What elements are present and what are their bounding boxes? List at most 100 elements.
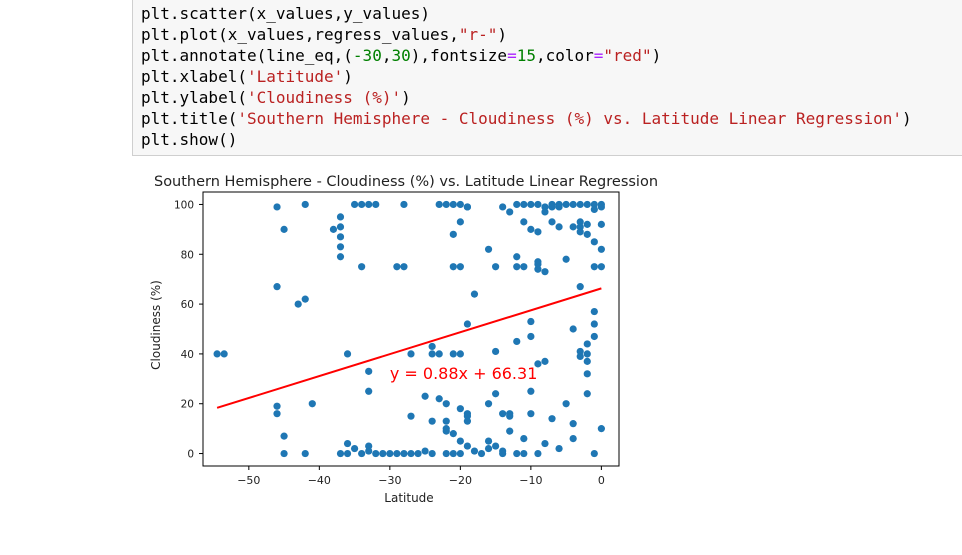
data-point [499, 410, 507, 418]
code-line: plt.title('Southern Hemisphere - Cloudin… [141, 109, 912, 128]
x-tick-label: 0 [598, 474, 605, 487]
data-point [527, 200, 535, 209]
data-point [449, 230, 457, 238]
data-point [576, 283, 584, 291]
data-point [273, 410, 281, 418]
data-point [350, 200, 359, 209]
y-tick-label: 60 [181, 299, 194, 311]
code-token: -30 [352, 46, 382, 65]
data-point [336, 223, 345, 231]
cell-output: Southern Hemisphere - Cloudiness (%) vs.… [132, 160, 962, 551]
x-tick-label: −10 [519, 474, 542, 487]
y-tick-label: 0 [187, 449, 194, 461]
data-point [520, 435, 528, 443]
data-point [583, 340, 591, 348]
data-point [456, 350, 464, 358]
data-point [463, 320, 472, 328]
code-token: ),fontsize [410, 46, 508, 65]
data-point [428, 449, 436, 458]
data-point [365, 447, 373, 455]
data-point [499, 203, 507, 211]
data-point [470, 447, 479, 455]
data-point [583, 220, 591, 228]
data-point [597, 425, 605, 433]
code-cell-input[interactable]: plt.scatter(x_values,y_values) plt.plot(… [132, 0, 962, 156]
data-point [527, 410, 535, 418]
data-point [456, 218, 464, 226]
data-point [513, 449, 521, 458]
data-point [421, 447, 429, 455]
data-point [527, 317, 535, 326]
data-point [358, 449, 366, 458]
code-token: ) [651, 46, 662, 65]
data-point [421, 392, 429, 400]
data-point [534, 200, 542, 209]
data-point [350, 444, 359, 453]
data-point [343, 350, 352, 358]
data-point [484, 245, 493, 253]
data-point [555, 203, 563, 211]
data-point [562, 200, 570, 209]
code-token: 30 [391, 46, 411, 65]
code-line: plt.plot(x_values,regress_values,"r-") [141, 25, 507, 44]
data-point [428, 350, 436, 358]
data-point [576, 347, 584, 356]
data-point [541, 357, 549, 365]
code-token: ) [343, 67, 353, 86]
data-point [280, 225, 288, 233]
data-point [541, 268, 549, 276]
data-point [463, 417, 472, 425]
data-point [527, 387, 535, 395]
code-editor[interactable]: plt.scatter(x_values,y_values) plt.plot(… [141, 3, 912, 150]
data-point [597, 245, 605, 253]
data-point [534, 449, 542, 458]
code-token: , [381, 46, 392, 65]
y-tick-label: 80 [181, 249, 194, 261]
code-token: plt.show() [141, 130, 238, 149]
code-token: plt.title( [141, 109, 238, 128]
data-point [393, 449, 401, 458]
regression-equation-annotation: y = 0.88x + 66.31 [390, 364, 538, 383]
data-point [220, 350, 228, 358]
x-tick-label: −30 [378, 474, 401, 487]
data-point [343, 439, 352, 448]
data-point [400, 449, 408, 458]
data-point [358, 200, 366, 209]
scatter-chart: Southern Hemisphere - Cloudiness (%) vs.… [149, 174, 658, 505]
data-point [576, 223, 584, 231]
data-point [407, 350, 415, 358]
data-point [456, 449, 464, 458]
code-token: plt.scatter(x_values,y_values) [141, 4, 430, 23]
data-point [506, 427, 514, 435]
data-point [470, 290, 479, 298]
data-point [576, 228, 584, 236]
code-token: plt.xlabel( [141, 67, 247, 86]
data-point [484, 437, 493, 445]
data-point [576, 352, 584, 360]
data-point [372, 449, 380, 458]
code-token: ) [497, 25, 508, 44]
data-point [534, 360, 542, 368]
data-point [576, 200, 584, 209]
data-point [301, 200, 309, 209]
data-point [379, 449, 387, 458]
data-point [435, 200, 443, 209]
data-point [555, 223, 563, 231]
data-point [407, 449, 415, 458]
code-token: = [593, 46, 604, 65]
data-point [590, 205, 598, 214]
data-point [273, 203, 281, 211]
data-point [520, 263, 528, 271]
data-point [583, 357, 591, 365]
x-tick-label: −50 [237, 474, 260, 487]
data-point [520, 449, 528, 458]
x-tick-label: −20 [449, 474, 472, 487]
data-point [534, 228, 542, 236]
data-point [301, 295, 309, 303]
code-line: plt.show() [141, 130, 237, 149]
data-point [463, 442, 472, 450]
data-point [541, 203, 549, 211]
code-token: = [507, 46, 517, 65]
code-line: plt.annotate(line_eq,(-30,30),fontsize=1… [141, 46, 661, 65]
data-point [555, 444, 563, 453]
